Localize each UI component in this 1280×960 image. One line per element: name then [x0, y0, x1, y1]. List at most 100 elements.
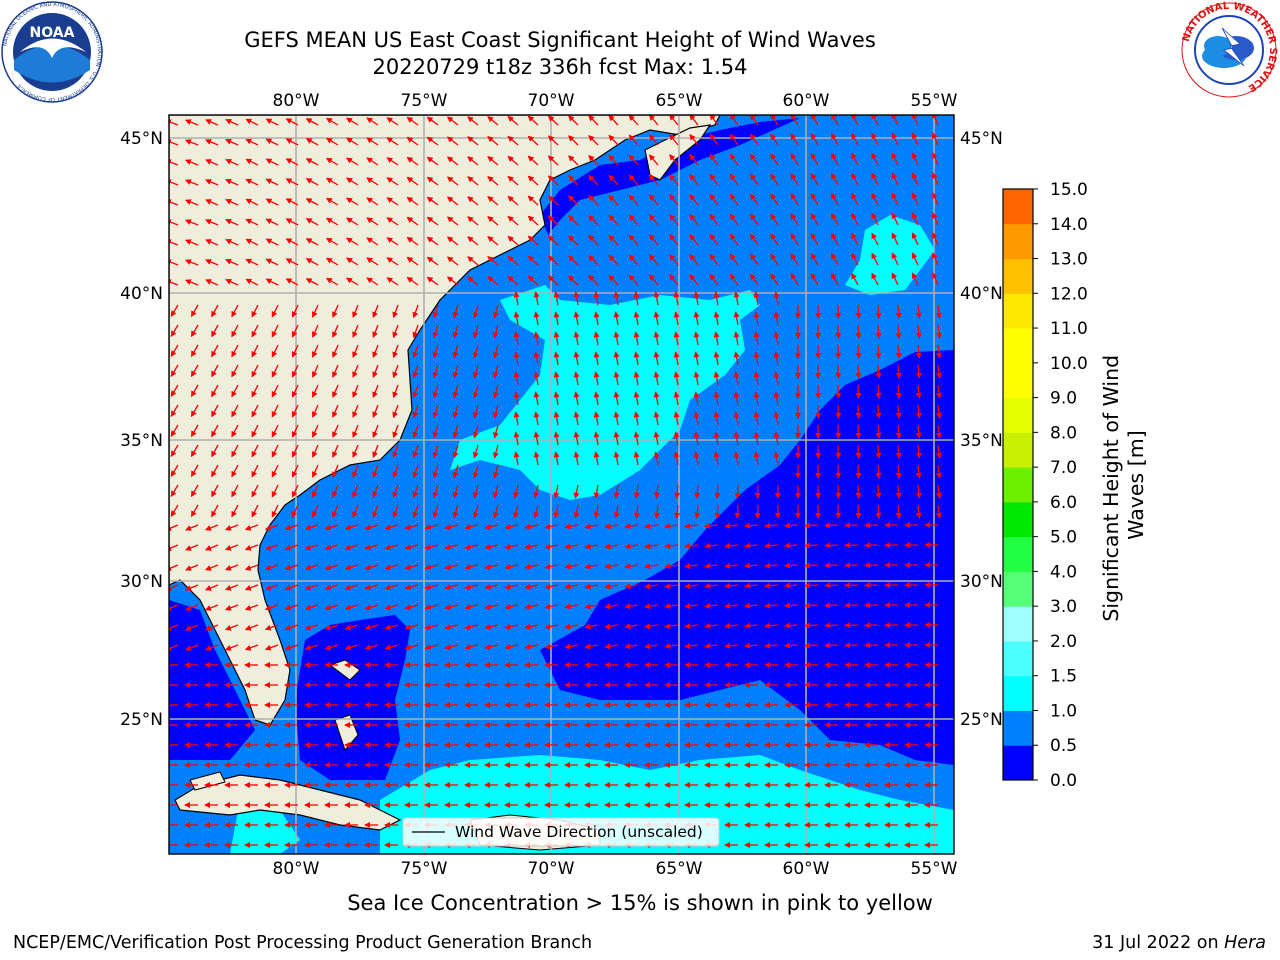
map-plot-area [169, 115, 954, 854]
wave-direction-arrow [831, 212, 839, 226]
wave-direction-arrow [190, 424, 199, 438]
wave-direction-arrow [271, 484, 279, 498]
ocean-low-band-bahamas [295, 615, 410, 780]
wave-direction-arrow [392, 324, 399, 339]
wave-direction-arrow [770, 173, 779, 186]
wave-direction-arrow [709, 253, 719, 266]
wave-direction-arrow [404, 524, 419, 531]
wave-direction-arrow [169, 624, 179, 631]
colorbar-tick-label: 2.0 [1050, 632, 1077, 652]
wave-direction-arrow [533, 431, 540, 446]
wave-direction-arrow [372, 484, 379, 499]
wave-direction-arrow [424, 584, 439, 590]
wave-direction-arrow [673, 331, 680, 346]
wave-direction-arrow [406, 236, 419, 246]
wave-direction-arrow [304, 564, 319, 571]
wave-direction-arrow [205, 199, 219, 206]
wave-direction-arrow [184, 239, 199, 246]
wave-direction-arrow [291, 384, 299, 398]
wave-direction-arrow [784, 542, 799, 549]
wave-direction-arrow [932, 252, 939, 266]
wave-direction-arrow [648, 154, 659, 166]
wave-direction-arrow [831, 272, 839, 286]
wave-direction-arrow [251, 404, 259, 418]
wave-direction-arrow [304, 544, 319, 551]
wave-direction-arrow [673, 431, 680, 446]
wave-direction-arrow [231, 504, 239, 518]
wave-direction-arrow [392, 424, 399, 439]
wave-direction-arrow [291, 484, 299, 498]
wave-direction-arrow [724, 542, 739, 549]
wave-direction-arrow [527, 155, 539, 166]
wave-direction-arrow [648, 274, 659, 286]
wave-direction-arrow [424, 564, 439, 570]
colorbar-segment [1003, 293, 1033, 329]
wave-direction-arrow [533, 504, 540, 519]
wave-direction-arrow [673, 391, 680, 406]
wave-direction-arrow [915, 324, 922, 339]
wave-direction-arrow [467, 156, 479, 166]
wave-direction-arrow [613, 504, 620, 519]
wave-direction-arrow [674, 504, 681, 519]
wave-direction-arrow [346, 137, 359, 146]
wave-direction-arrow [593, 371, 600, 386]
wave-direction-arrow [553, 371, 560, 386]
wave-direction-arrow [493, 464, 499, 479]
wave-direction-arrow [784, 582, 799, 589]
wave-direction-arrow [628, 234, 639, 246]
nws-logo-icon: NATIONAL WEATHER SERVICE [1181, 1, 1278, 98]
wave-direction-arrow [464, 563, 479, 570]
wave-direction-arrow [364, 624, 379, 631]
wave-direction-arrow [753, 431, 760, 446]
wave-direction-arrow [624, 523, 639, 530]
wave-direction-arrow [169, 584, 179, 591]
wave-direction-arrow [604, 623, 619, 630]
wave-direction-arrow [628, 115, 639, 126]
wave-direction-arrow [871, 192, 879, 206]
wave-direction-arrow [932, 192, 939, 206]
wave-direction-arrow [790, 173, 799, 186]
wave-direction-arrow [366, 157, 379, 166]
wave-direction-arrow [467, 196, 479, 206]
wave-direction-arrow [932, 132, 939, 146]
wave-direction-arrow [487, 156, 499, 166]
wave-direction-arrow [352, 504, 359, 518]
wave-direction-arrow [184, 179, 199, 186]
wave-direction-arrow [689, 154, 699, 166]
wave-direction-arrow [432, 424, 439, 439]
wave-direction-arrow [190, 324, 199, 338]
wave-direction-arrow [875, 364, 882, 379]
wave-direction-arrow [664, 543, 679, 550]
wave-direction-arrow [568, 135, 579, 146]
wave-direction-arrow [895, 484, 902, 499]
wave-direction-arrow [564, 583, 579, 590]
wave-direction-arrow [245, 238, 259, 246]
colorbar-tick-label: 3.0 [1050, 597, 1077, 617]
wave-direction-arrow [704, 562, 719, 569]
wave-direction-arrow [713, 411, 720, 426]
wave-direction-arrow [553, 431, 560, 446]
wave-direction-arrow [372, 424, 379, 439]
footer-date: 31 Jul 2022 on Hera [1092, 933, 1266, 953]
wave-direction-arrow [231, 344, 239, 358]
wave-direction-arrow [568, 115, 579, 126]
wave-direction-arrow [344, 564, 359, 571]
wave-direction-arrow [644, 543, 659, 550]
wave-direction-arrow [544, 603, 559, 610]
wave-direction-arrow [211, 364, 219, 378]
wave-direction-arrow [244, 524, 259, 531]
wave-direction-arrow [891, 132, 899, 146]
wave-direction-arrow [507, 135, 519, 146]
wave-direction-arrow [507, 155, 519, 166]
wave-direction-arrow [325, 117, 339, 126]
wave-direction-arrow [487, 196, 499, 206]
wave-direction-arrow [527, 235, 539, 246]
wave-direction-arrow [185, 564, 199, 571]
wave-direction-arrow [724, 602, 739, 609]
wave-direction-arrow [871, 252, 879, 266]
land-north-america [169, 115, 721, 726]
wave-direction-arrow [891, 272, 899, 286]
wave-direction-arrow [352, 344, 359, 358]
wave-direction-arrow [170, 484, 179, 497]
wave-direction-arrow [352, 304, 359, 318]
